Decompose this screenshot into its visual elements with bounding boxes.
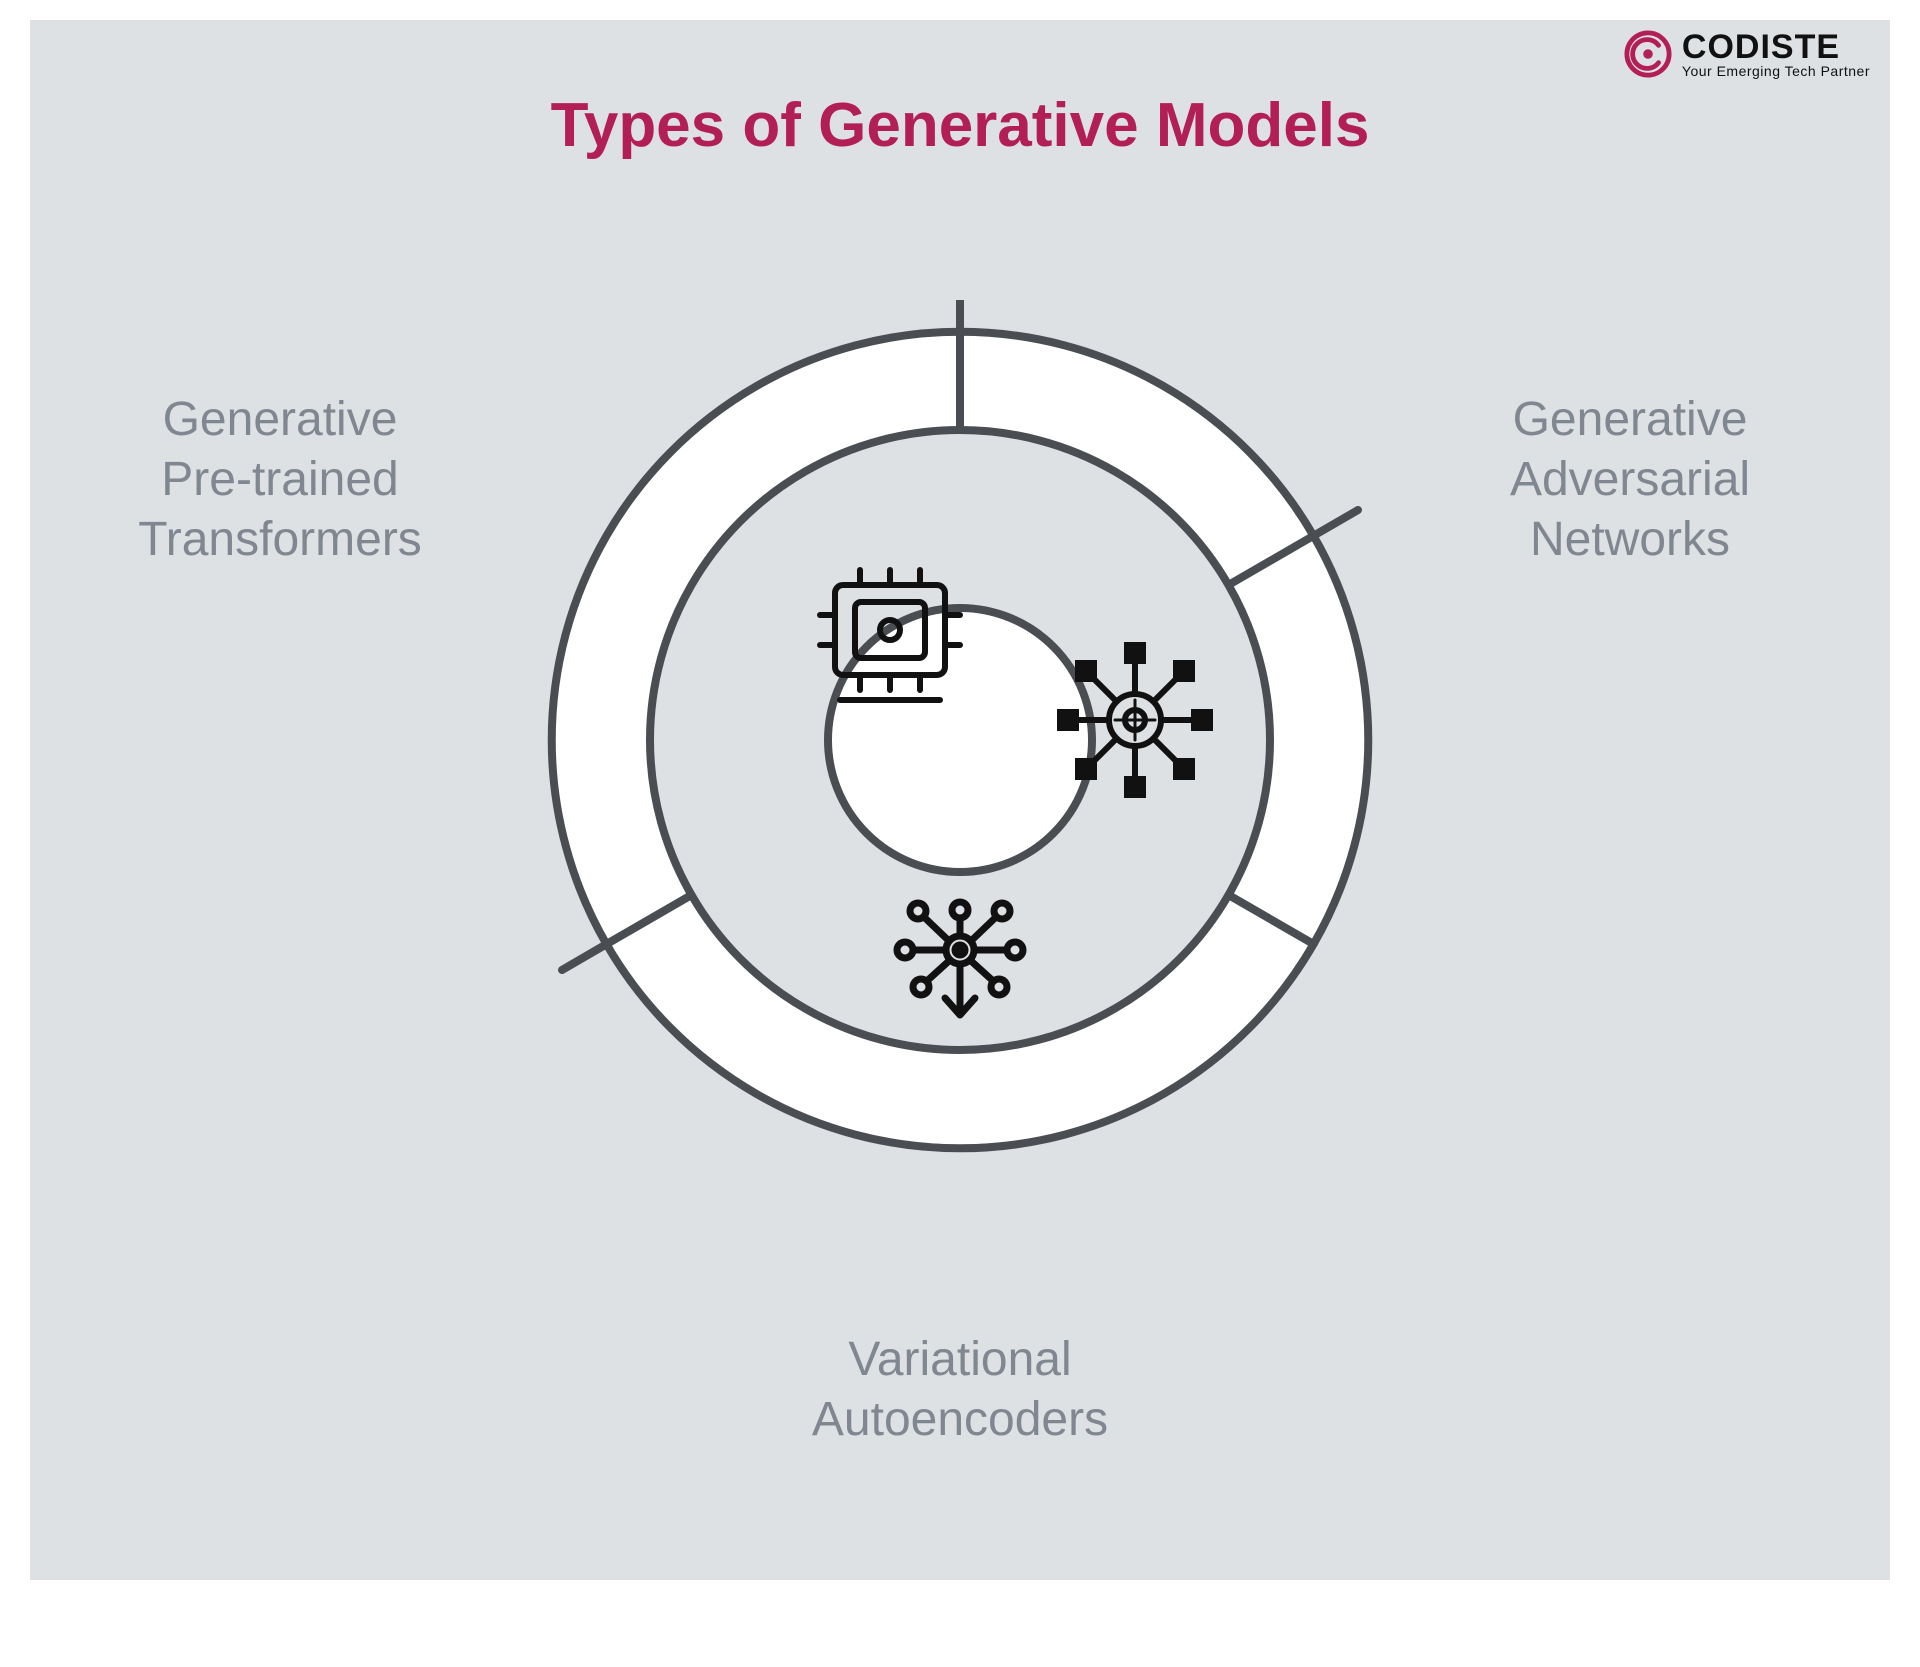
brand-tagline: Your Emerging Tech Partner: [1682, 64, 1870, 78]
label-gan: GenerativeAdversarialNetworks: [1460, 390, 1800, 570]
network-nodes-icon: [1060, 645, 1210, 795]
page-title: Types of Generative Models: [0, 90, 1920, 161]
label-vae: VariationalAutoencoders: [760, 1330, 1160, 1450]
brand-name: CODISTE: [1682, 30, 1870, 64]
brand-logo: CODISTE Your Emerging Tech Partner: [1624, 30, 1870, 78]
label-gpt: GenerativePre-trainedTransformers: [100, 390, 460, 570]
spiral-diagram: [520, 300, 1400, 1180]
logo-mark-icon: [1624, 30, 1672, 78]
infographic-canvas: CODISTE Your Emerging Tech Partner Types…: [0, 0, 1920, 1667]
